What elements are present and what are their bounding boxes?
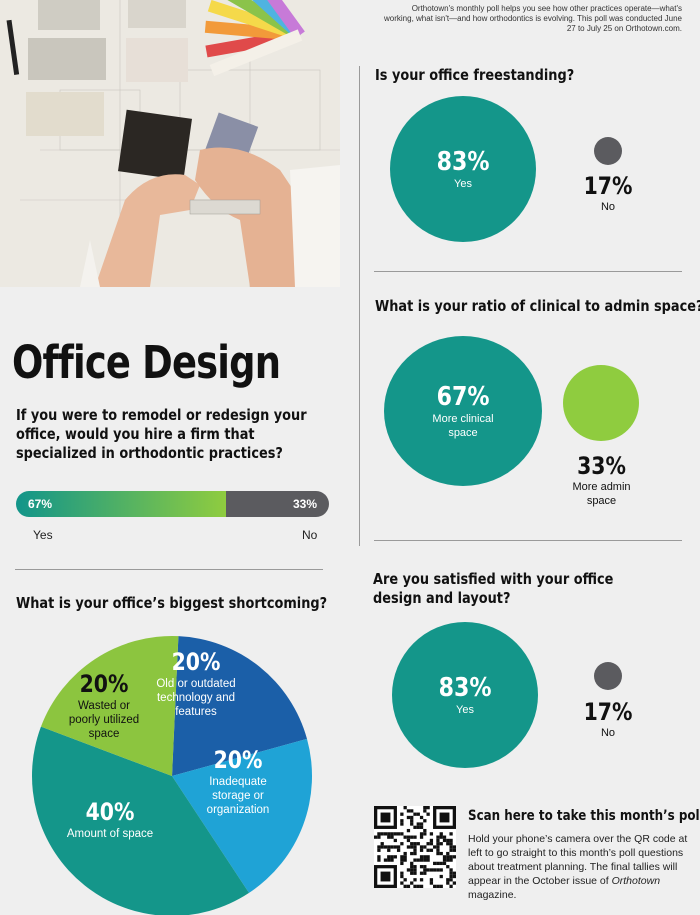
freestanding-yes-circle: 83% Yes	[390, 96, 536, 242]
pie-slice-label: Wasted or	[78, 700, 130, 712]
satisfied-yes-circle: 83% Yes	[392, 622, 538, 768]
freestanding-no-circle	[594, 137, 622, 165]
satisfied-no-value: 17%	[583, 698, 633, 726]
pie-slice-label: Old or outdated	[156, 678, 235, 690]
ratio-admin-label: More admin space	[572, 481, 631, 507]
ratio-admin-group: 33% More admin space	[564, 452, 639, 508]
satisfied-no-group: 17% No	[578, 698, 638, 740]
pie-slice-value: 20%	[214, 746, 263, 774]
qr-body-suffix: magazine.	[468, 889, 517, 901]
remodel-bar: 67% 33%	[16, 491, 329, 517]
bar-yes-value: 67%	[28, 497, 53, 511]
pie-slice	[40, 636, 179, 776]
bar-yes-segment: 67%	[16, 491, 226, 517]
divider-right-1	[374, 271, 682, 272]
satisfied-no-circle	[594, 662, 622, 690]
freestanding-no-group: 17% No	[578, 172, 638, 214]
pie-slice-label: technology and	[157, 692, 235, 704]
bar-no-label: No	[302, 528, 318, 542]
pie-slice-label: Inadequate	[209, 776, 267, 788]
pie-slice	[32, 726, 250, 915]
qr-body-magazine: Orthotown	[611, 875, 661, 887]
pie-slice	[172, 738, 313, 893]
freestanding-question: Is your office freestanding?	[375, 66, 575, 84]
pie-slice-label: features	[175, 706, 217, 718]
divider-left	[15, 569, 323, 570]
ratio-admin-value: 33%	[577, 452, 626, 480]
page-title: Office Design	[12, 336, 281, 389]
ratio-question: What is your ratio of clinical to admin …	[375, 297, 700, 315]
design-desk-photo	[0, 0, 340, 287]
pie-slice-label: poorly utilized	[69, 714, 139, 726]
ratio-clinical-circle: 67% More clinical space	[384, 336, 542, 486]
qr-code-icon[interactable]	[374, 806, 456, 888]
intro-text: Orthotown's monthly poll helps you see h…	[384, 4, 682, 33]
ratio-admin-circle	[563, 365, 639, 441]
qr-body-main: Hold your phone’s camera over the QR cod…	[468, 833, 688, 887]
pie-slice-label: Amount of space	[67, 828, 153, 840]
pie-slice-label: storage or	[212, 790, 264, 802]
freestanding-yes-value: 83%	[436, 147, 490, 177]
shortcoming-pie-chart: 20% Old or outdated technology and features…	[32, 636, 313, 915]
bar-yes-label: Yes	[33, 528, 53, 542]
qr-body-text: Hold your phone’s camera over the QR cod…	[468, 832, 693, 902]
qr-heading: Scan here to take this month’s poll!	[468, 808, 700, 824]
header-photo	[0, 0, 340, 287]
freestanding-no-label: No	[600, 201, 616, 213]
shortcoming-question: What is your office’s biggest shortcomin…	[16, 594, 328, 612]
satisfied-yes-value: 83%	[438, 673, 492, 703]
remodel-question: If you were to remodel or redesign your …	[16, 406, 307, 462]
column-divider	[359, 66, 360, 546]
satisfied-question: Are you satisfied with your office desig…	[373, 570, 614, 607]
bar-no-segment: 33%	[225, 491, 329, 517]
freestanding-no-value: 17%	[583, 172, 633, 200]
freestanding-yes-label: Yes	[454, 178, 472, 190]
divider-right-2	[374, 540, 682, 541]
pie-slice-value: 20%	[172, 648, 221, 676]
satisfied-no-label: No	[600, 727, 616, 739]
ratio-clinical-value: 67%	[436, 382, 490, 412]
pie-slice-value: 20%	[80, 670, 129, 698]
pie-slice	[172, 636, 307, 776]
pie-slice-value: 40%	[86, 798, 135, 826]
ratio-clinical-label: More clinical space	[432, 413, 494, 439]
bar-no-value: 33%	[292, 497, 317, 511]
pie-slice-label: organization	[207, 804, 270, 816]
satisfied-yes-label: Yes	[456, 704, 474, 716]
pie-slice-label: space	[89, 728, 120, 740]
